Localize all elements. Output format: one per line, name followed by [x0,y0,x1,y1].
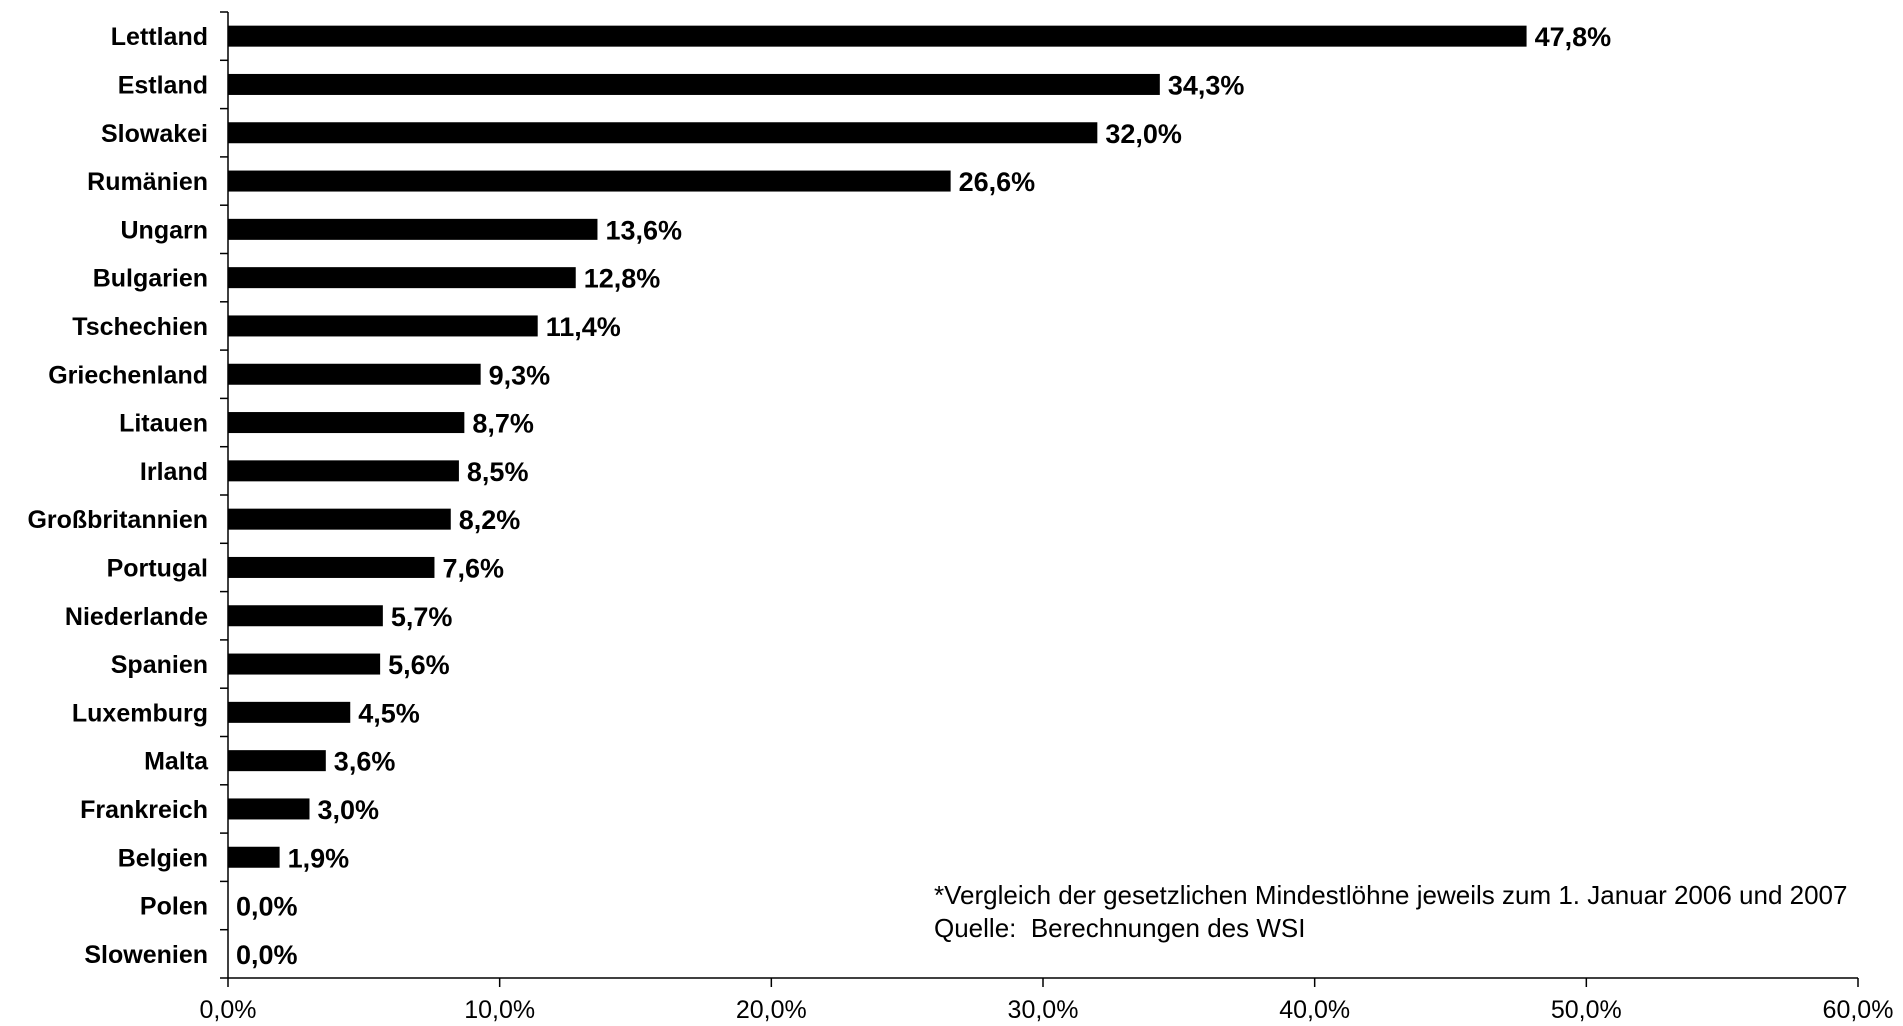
footnote-comparison: *Vergleich der gesetzlichen Mindestlöhne… [934,880,1848,910]
footnote-source: Quelle: Berechnungen des WSI [934,913,1306,943]
bar [228,315,538,337]
data-label: 3,6% [334,747,396,777]
data-label: 5,6% [388,650,450,680]
bar [228,363,481,385]
category-label: Bulgarien [93,265,208,293]
category-label: Portugal [107,554,208,582]
data-label: 3,0% [318,795,380,825]
bar [228,460,459,482]
category-label: Griechenland [48,361,208,389]
data-label: 12,8% [584,264,661,294]
bar [228,25,1527,47]
category-label: Rumänien [87,168,208,196]
bar [228,412,465,434]
bar [228,73,1160,95]
x-tick-label: 10,0% [464,996,535,1024]
category-label: Spanien [111,651,208,679]
data-label: 34,3% [1168,70,1245,100]
data-label: 8,7% [472,409,534,439]
category-label: Ungarn [121,216,209,244]
category-label: Belgien [118,844,208,872]
data-label: 0,0% [236,892,298,922]
x-tick-label: 40,0% [1279,996,1350,1024]
bar [228,846,280,868]
category-label: Luxemburg [72,699,208,727]
data-label: 9,3% [489,360,551,390]
category-label: Großbritannien [27,506,208,534]
data-label: 13,6% [605,215,682,245]
x-tick-label: 50,0% [1551,996,1622,1024]
data-label: 32,0% [1105,119,1182,149]
bar [228,556,435,578]
data-label: 1,9% [288,843,350,873]
data-label: 47,8% [1535,22,1612,52]
category-label: Slowakei [101,120,208,148]
data-label: 11,4% [546,312,621,342]
x-tick-label: 20,0% [736,996,807,1024]
data-label: 0,0% [236,940,298,970]
data-label: 8,2% [459,505,521,535]
bar [228,122,1098,144]
category-label: Frankreich [80,796,208,824]
bar [228,508,451,530]
category-label: Polen [140,893,208,921]
data-label: 7,6% [442,553,504,583]
x-tick-label: 30,0% [1008,996,1079,1024]
data-label: 5,7% [391,602,453,632]
bar [228,170,951,192]
bar [228,653,381,675]
bar [228,267,576,289]
category-label: Estland [118,71,208,99]
data-label: 26,6% [959,167,1036,197]
bar [228,218,598,240]
category-label: Tschechien [72,313,208,341]
bar [228,750,326,772]
data-label: 4,5% [358,698,420,728]
x-tick-label: 60,0% [1823,996,1894,1024]
x-tick-label: 0,0% [200,996,257,1024]
bar [228,701,351,723]
bar [228,798,310,820]
category-label: Lettland [111,23,208,51]
category-label: Niederlande [65,603,208,631]
data-label: 8,5% [467,457,529,487]
category-label: Slowenien [84,941,208,969]
category-label: Malta [144,748,209,776]
category-label: Irland [140,458,208,486]
bar [228,605,383,627]
category-label: Litauen [119,410,208,438]
